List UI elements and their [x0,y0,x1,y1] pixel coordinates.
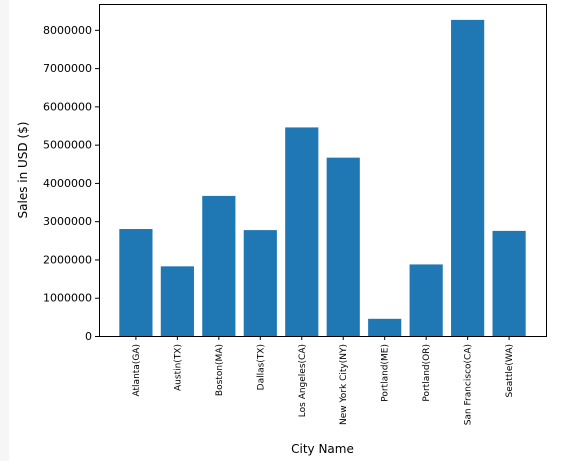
bar-6 [368,318,402,336]
x-tick-label-4: Los Angeles(CA) [298,344,308,417]
x-tick-label-5: New York City(NY) [339,344,349,425]
bar-1 [160,266,194,336]
x-axis: Atlanta(GA) Austin(TX) Boston(MA) Dallas(TX… [132,336,515,425]
bar-2 [202,195,236,336]
x-axis-label: City Name [291,442,354,456]
bar-8 [451,19,485,337]
y-axis: 0 1000000 2000000 3000000 4000000 5000000 6000… [43,24,99,343]
y-tick-label-3: 3000000 [43,215,92,228]
y-tick-label-7: 7000000 [43,62,92,75]
bar-5 [326,157,360,336]
x-tick-label-1: Austin(TX) [173,344,183,391]
bar-3 [243,230,277,336]
y-tick-label-6: 6000000 [43,100,92,113]
y-tick-label-2: 2000000 [43,253,92,266]
y-tick-label-0: 0 [85,330,92,343]
x-tick-label-9: Seattle(WA) [505,344,515,397]
x-tick-label-6: Portland(ME) [381,344,391,402]
y-tick-label-8: 8000000 [43,24,92,37]
y-tick-label-5: 5000000 [43,139,92,152]
x-tick-label-3: Dallas(TX) [256,344,266,390]
bar-9 [492,230,526,336]
bar-0 [119,229,153,336]
bar-7 [409,264,443,336]
y-tick-label-1: 1000000 [43,292,92,305]
plot-frame [99,4,547,337]
x-tick-label-8: San Francisco(CA) [464,344,474,425]
bars-group [119,19,526,337]
y-axis-label: Sales in USD ($) [16,122,30,219]
y-tick-label-4: 4000000 [43,177,92,190]
x-tick-label-2: Boston(MA) [215,344,225,396]
left-gutter [0,0,9,461]
x-tick-label-7: Portland(OR) [422,344,432,402]
bar-4 [285,127,319,336]
x-tick-label-0: Atlanta(GA) [132,344,142,396]
